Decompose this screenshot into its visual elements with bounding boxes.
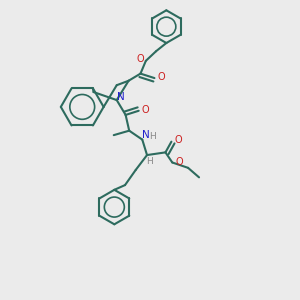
Text: O: O [158, 72, 165, 82]
Text: O: O [141, 105, 149, 115]
Text: N: N [117, 92, 125, 102]
Text: O: O [175, 157, 183, 167]
Text: H: H [150, 132, 156, 141]
Text: O: O [137, 54, 144, 64]
Text: H: H [146, 157, 153, 166]
Text: O: O [174, 136, 182, 146]
Text: N: N [142, 130, 150, 140]
